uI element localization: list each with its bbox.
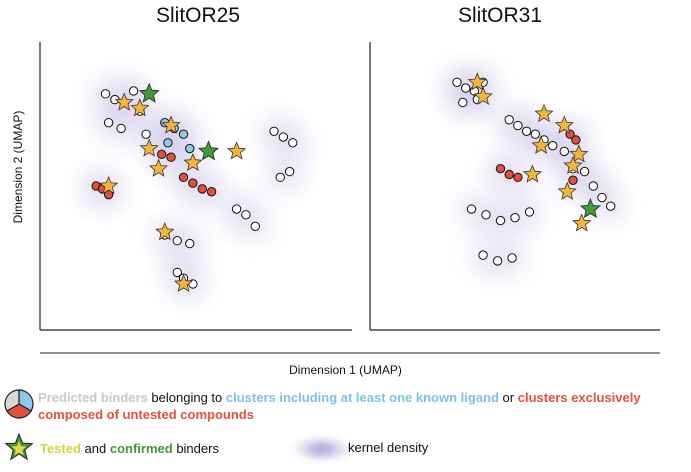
- predicted-binder-point: [510, 212, 520, 223]
- tested-binder-star: [138, 82, 160, 103]
- predicted-binder-point: [116, 123, 126, 134]
- legend-confirmed-label: confirmed: [109, 441, 173, 456]
- predicted-binder-point: [466, 204, 477, 214]
- legend-exclusive-label: clusters exclusively composed of unteste…: [38, 390, 641, 422]
- predicted-binder-point: [275, 172, 285, 183]
- confirmed-binder-star: [99, 175, 119, 195]
- legend-pie-icon: [4, 389, 34, 419]
- predicted-binder-point: [495, 215, 506, 226]
- confirmed-binder-star: [467, 72, 487, 91]
- predicted-binder-point: [172, 236, 182, 246]
- confirmed-binder-star: [155, 222, 175, 241]
- legend-kde-icon: [296, 439, 348, 459]
- predicted-binder-point: [588, 181, 598, 191]
- predicted-binder-point: [507, 253, 517, 263]
- legend-predicted-binders: Predicted binders belonging to clusters …: [38, 389, 688, 423]
- predicted-binder-point: [513, 172, 523, 183]
- confirmed-binder-star: [554, 115, 574, 134]
- tested-binder-star: [579, 197, 601, 218]
- predicted-binder-point: [278, 132, 289, 142]
- legend-binders-text: binders: [172, 441, 219, 456]
- legend-or-text: or: [498, 390, 518, 405]
- predicted-binder-point: [178, 172, 189, 183]
- predicted-binder-point: [188, 178, 198, 188]
- confirmed-binder-star: [531, 135, 551, 154]
- predicted-binder-point: [103, 117, 114, 128]
- panel-title-slitor31: SlitOR31: [457, 4, 543, 27]
- legend-tested-binders: Tested and confirmed binders: [40, 440, 219, 457]
- legend-predicted-label: Predicted binders: [38, 390, 148, 405]
- confirmed-binder-star: [148, 158, 169, 177]
- confirmed-binder-star: [114, 92, 134, 111]
- panel-slitor25: [39, 42, 352, 331]
- predicted-binder-point: [559, 146, 569, 157]
- predicted-binder-point: [231, 204, 242, 214]
- predicted-binder-point: [521, 126, 532, 136]
- legend-icons: [4, 389, 348, 461]
- predicted-binder-point: [185, 238, 195, 249]
- predicted-binder-point: [284, 166, 295, 177]
- predicted-binder-point: [579, 166, 590, 177]
- predicted-binder-point: [524, 207, 535, 217]
- predicted-binder-point: [172, 267, 182, 278]
- predicted-binder-point: [568, 175, 578, 185]
- confirmed-binder-star: [139, 138, 159, 157]
- confirmed-binder-star: [183, 152, 203, 172]
- predicted-binder-point: [166, 152, 176, 162]
- legend-pie-slice: [4, 389, 20, 412]
- legend-kde-inner: [308, 443, 336, 455]
- predicted-binder-point: [452, 77, 462, 88]
- legend-star-inner: [11, 441, 27, 456]
- legend-and-text: and: [80, 441, 110, 456]
- predicted-binder-point: [513, 120, 523, 131]
- confirmed-binder-star: [130, 98, 150, 117]
- predicted-binder-point: [492, 256, 503, 266]
- predicted-binder-point: [100, 89, 111, 99]
- confirmed-binder-star: [563, 155, 583, 174]
- predicted-binder-point: [481, 210, 491, 220]
- panel-slitor31: [369, 42, 660, 331]
- confirmed-binder-star: [226, 141, 247, 160]
- legend-kde-label: kernel density: [348, 440, 429, 455]
- panel-title-slitor25: SlitOR25: [155, 4, 241, 27]
- predicted-binder-point: [530, 129, 540, 139]
- legend-known-ligand-label: clusters including at least one known li…: [225, 390, 499, 405]
- predicted-binder-point: [597, 192, 607, 203]
- predicted-binder-point: [504, 115, 514, 125]
- predicted-binder-point: [156, 149, 167, 160]
- predicted-binder-point: [141, 129, 151, 139]
- predicted-binder-point: [197, 184, 207, 194]
- predicted-binder-point: [178, 129, 189, 139]
- predicted-binder-point: [250, 221, 260, 232]
- confirmed-binder-star: [174, 273, 194, 293]
- confirmed-binder-star: [569, 144, 589, 163]
- predicted-binder-point: [606, 201, 616, 211]
- predicted-binder-point: [478, 250, 488, 260]
- predicted-binder-point: [269, 126, 279, 136]
- predicted-binder-point: [206, 187, 217, 197]
- confirmed-binder-star: [161, 115, 181, 134]
- predicted-binder-point: [461, 83, 471, 93]
- x-axis-label: Dimension 1 (UMAP): [289, 363, 402, 377]
- predicted-binder-point: [458, 97, 468, 108]
- predicted-binder-point: [185, 143, 195, 154]
- tested-binder-star: [198, 140, 219, 161]
- legend-belonging-text: belonging to: [147, 390, 226, 405]
- confirmed-binder-star: [473, 86, 493, 105]
- predicted-binder-point: [163, 138, 173, 148]
- legend-tested-label: Tested: [40, 441, 81, 456]
- predicted-binder-point: [128, 86, 139, 96]
- confirmed-binder-star: [557, 181, 577, 200]
- predicted-binder-point: [571, 135, 581, 145]
- predicted-binder-point: [504, 169, 514, 180]
- predicted-binder-point: [288, 138, 298, 148]
- predicted-binder-point: [548, 140, 558, 151]
- predicted-binder-point: [241, 210, 251, 220]
- confirmed-binder-star: [534, 103, 554, 123]
- confirmed-binder-star: [522, 164, 543, 183]
- predicted-binder-point: [495, 164, 506, 174]
- confirmed-binder-star: [572, 213, 592, 232]
